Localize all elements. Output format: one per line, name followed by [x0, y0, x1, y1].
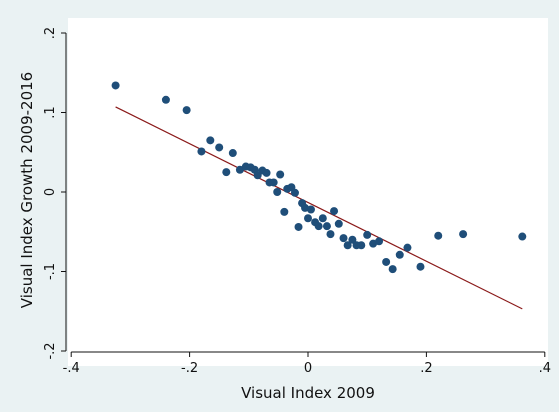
data-point [280, 207, 289, 216]
data-point [518, 232, 527, 241]
data-point [343, 241, 352, 250]
data-point [269, 178, 278, 187]
data-point [388, 265, 397, 274]
data-point [459, 230, 468, 239]
data-point [235, 165, 244, 174]
data-point [434, 231, 443, 240]
data-point [314, 222, 323, 231]
data-point [206, 136, 215, 145]
data-point [395, 250, 404, 259]
data-point [306, 205, 315, 214]
x-tick-label: 0 [304, 361, 312, 376]
data-points [111, 81, 527, 274]
data-point [197, 147, 206, 156]
data-point [357, 241, 366, 250]
y-tick-label: .1 [43, 106, 58, 118]
data-point [339, 234, 348, 243]
data-point [326, 230, 335, 239]
x-axis: -.4 -.2 0 .2 .4 [63, 351, 551, 376]
data-point [222, 168, 231, 177]
data-point [382, 257, 391, 266]
data-point [294, 222, 303, 231]
y-axis-title: Visual Index Growth 2009-2016 [18, 72, 36, 308]
y-tick-label: -.2 [43, 342, 58, 359]
x-tick-label: -.4 [63, 361, 80, 376]
data-point [318, 214, 327, 223]
data-point [228, 149, 237, 158]
y-tick-label: .2 [43, 27, 58, 39]
y-tick-label: -.1 [43, 263, 58, 280]
data-point [403, 243, 412, 252]
data-point [111, 81, 120, 90]
data-point [276, 170, 285, 179]
data-point [348, 235, 357, 244]
data-point [322, 222, 331, 231]
data-point [304, 214, 312, 223]
plot-area [68, 18, 548, 366]
data-point [330, 207, 339, 216]
data-point [290, 188, 299, 197]
data-point [215, 143, 224, 152]
data-point [375, 237, 384, 246]
fit-line [115, 106, 523, 310]
data-point [161, 95, 170, 104]
data-point [273, 188, 282, 196]
data-point [334, 219, 343, 228]
data-point [262, 168, 271, 177]
x-tick-label: .2 [420, 361, 432, 376]
data-point [363, 230, 372, 239]
x-tick-label: -.2 [181, 361, 198, 376]
data-point [416, 262, 425, 271]
data-point [182, 106, 191, 115]
x-tick-label: .4 [539, 361, 551, 376]
y-tick-label: 0 [43, 188, 58, 196]
x-axis-title: Visual Index 2009 [241, 384, 375, 402]
y-axis: -.2 -.1 0 .1 .2 [43, 27, 67, 360]
